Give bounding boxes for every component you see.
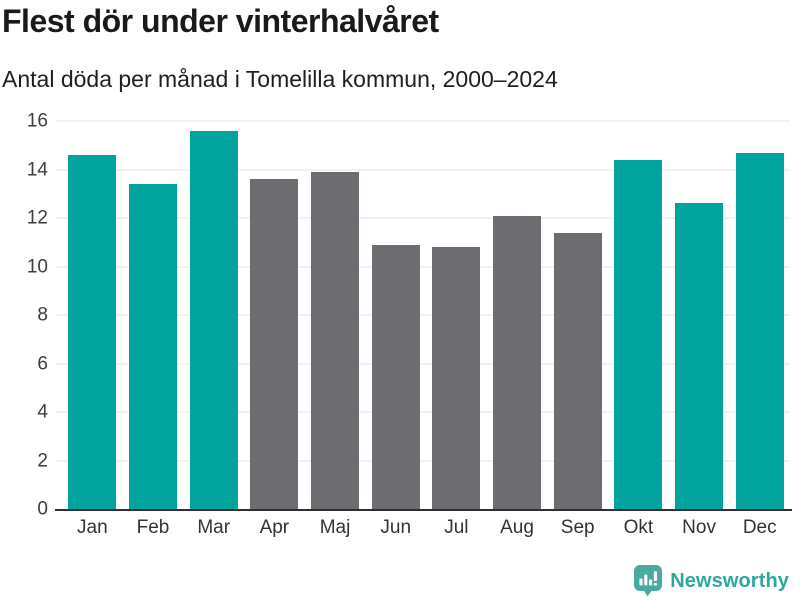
x-tick-label-nov: Nov (682, 517, 716, 538)
bar-aug (493, 215, 542, 509)
gridline-y-6 (56, 363, 790, 364)
bar-feb (129, 184, 177, 509)
bar-sep (553, 232, 602, 509)
y-tick-label-16: 16 (26, 110, 48, 132)
bar-jan (68, 154, 117, 509)
bar-slot-dec (729, 121, 790, 509)
bar-okt (614, 159, 663, 509)
bar-slot-aug (487, 121, 548, 509)
footer-branding: Newsworthy (634, 565, 789, 597)
x-tick-label-maj: Maj (319, 517, 351, 538)
bar-slot-mar (183, 121, 244, 509)
newsworthy-brand-text: Newsworthy (670, 569, 789, 592)
x-tick-label-aug: Aug (500, 517, 534, 538)
bar-slot-okt (608, 121, 669, 509)
x-tick-label-jun: Jun (380, 517, 412, 538)
y-tick-label-12: 12 (26, 207, 48, 229)
bar-slot-feb (123, 121, 184, 509)
x-tick-label-okt: Okt (623, 517, 654, 538)
y-tick-label-2: 2 (37, 450, 48, 471)
chart-title: Flest dör under vinterhalvåret (2, 3, 439, 39)
bar-slot-apr (244, 121, 305, 509)
x-axis: Jan Feb Mar Apr Maj Jun Jul Aug Sep Okt Nov Dec (62, 517, 790, 539)
x-tick-label-sep: Sep (560, 517, 595, 538)
bars-container (62, 121, 790, 509)
gridline-y-8 (56, 314, 790, 316)
y-axis: 0 2 4 6 8 10 12 14 16 (0, 112, 48, 519)
bar-nov (675, 203, 724, 509)
y-tick-label-10: 10 (26, 256, 48, 277)
bar-slot-jul (426, 121, 487, 509)
gridline-y-12 (56, 217, 790, 219)
y-tick-label-4: 4 (37, 401, 48, 423)
y-tick-label-0: 0 (37, 498, 48, 520)
y-tick-label-14: 14 (26, 159, 48, 180)
x-axis-line (55, 508, 792, 511)
gridline-y-10 (56, 266, 790, 267)
gridline-y-2 (56, 460, 790, 461)
y-tick-label-6: 6 (37, 353, 48, 374)
x-tick-label-feb: Feb (136, 517, 170, 538)
bar-slot-sep (547, 121, 608, 509)
x-tick-label-mar: Mar (197, 517, 231, 538)
y-tick-label-8: 8 (37, 304, 48, 326)
gridline-y-4 (56, 411, 790, 413)
gridline-y-14 (56, 169, 790, 170)
x-tick-label-jan: Jan (77, 517, 108, 538)
bar-slot-nov (669, 121, 730, 509)
newsworthy-logo-icon (634, 565, 663, 597)
chart-subtitle: Antal döda per månad i Tomelilla kommun,… (2, 66, 558, 92)
bar-jun (371, 244, 420, 509)
bar-slot-jun (365, 121, 426, 509)
bar-apr (250, 179, 299, 509)
x-tick-label-apr: Apr (259, 517, 290, 538)
bar-slot-maj (305, 121, 366, 509)
bar-jul (432, 247, 481, 509)
x-tick-label-dec: Dec (742, 517, 777, 538)
bar-chart: 0 2 4 6 8 10 12 14 16 Jan Feb Mar Apr Maj Jun Jul Aug Se… (0, 112, 800, 538)
gridlines (56, 120, 790, 509)
bar-dec (735, 152, 784, 509)
x-tick-label-jul: Jul (444, 517, 469, 538)
bar-maj (311, 171, 360, 509)
plot-area (55, 120, 792, 511)
bar-slot-jan (62, 121, 123, 509)
bar-mar (189, 130, 238, 509)
gridline-y-16 (56, 120, 790, 122)
